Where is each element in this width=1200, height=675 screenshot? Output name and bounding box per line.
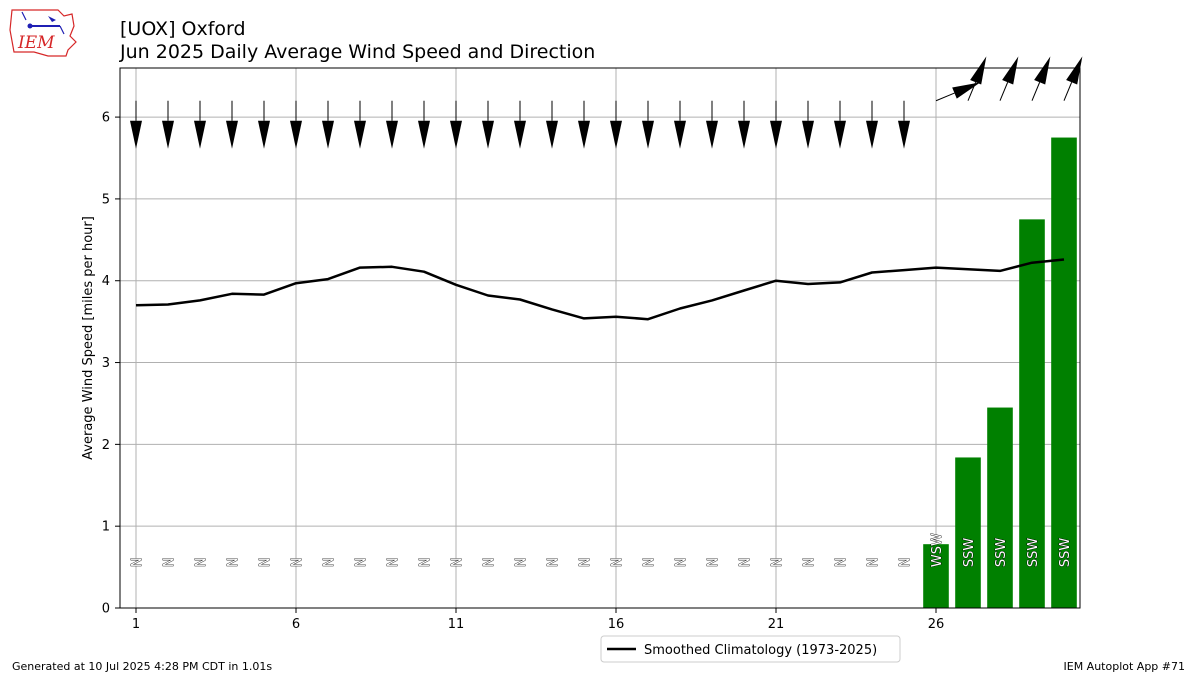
direction-label: SSW <box>994 538 1009 568</box>
direction-label: N <box>322 557 337 567</box>
x-tick-label: 11 <box>448 617 465 632</box>
speed-bar <box>955 457 981 608</box>
direction-label: N <box>802 557 817 567</box>
app-label: IEM Autoplot App #71 <box>1063 660 1186 673</box>
wind-arrow <box>1063 56 1083 101</box>
direction-label: N <box>450 557 465 567</box>
x-tick-label: 16 <box>608 617 625 632</box>
direction-label: N <box>770 557 785 567</box>
direction-label: SSW <box>962 538 977 568</box>
grid-layer <box>120 68 1080 609</box>
y-tick-label: 1 <box>102 520 110 535</box>
direction-label: N <box>834 557 849 567</box>
y-tick-label: 0 <box>102 602 110 617</box>
wind-arrow <box>866 100 878 149</box>
direction-label: N <box>866 557 881 567</box>
y-tick-label: 6 <box>102 111 110 126</box>
legend-entry: Smoothed Climatology (1973-2025) <box>644 643 877 658</box>
direction-label: N <box>610 557 625 567</box>
wind-arrow <box>898 100 910 149</box>
climatology-line <box>135 258 1065 321</box>
speed-bar <box>1051 137 1077 608</box>
wind-arrow <box>290 100 302 149</box>
x-tick-label: 1 <box>132 617 140 632</box>
wind-arrow <box>322 100 334 149</box>
wind-arrow <box>967 56 987 101</box>
direction-label: WSW <box>930 533 945 567</box>
wind-arrow <box>834 100 846 149</box>
wind-arrow <box>706 100 718 149</box>
direction-label: N <box>418 557 433 567</box>
wind-arrow <box>130 100 142 149</box>
wind-arrow <box>999 56 1019 101</box>
direction-label: N <box>738 557 753 567</box>
wind-arrow <box>386 100 398 149</box>
direction-label: N <box>578 557 593 567</box>
wind-arrow <box>194 100 206 149</box>
y-tick-label: 2 <box>102 438 110 453</box>
wind-arrow <box>642 100 654 149</box>
direction-label: N <box>898 557 913 567</box>
wind-arrow <box>802 100 814 149</box>
y-axis-label: Average Wind Speed [miles per hour] <box>81 216 96 460</box>
direction-label: N <box>514 557 529 567</box>
wind-arrow <box>546 100 558 149</box>
direction-label: N <box>162 557 177 567</box>
direction-label: N <box>546 557 561 567</box>
direction-label: N <box>482 557 497 567</box>
y-tick-label: 5 <box>102 192 110 207</box>
arrow-layer <box>130 56 1083 149</box>
wind-arrow <box>418 100 430 149</box>
direction-label: SSW <box>1026 538 1041 568</box>
wind-arrow <box>674 100 686 149</box>
svg-text:IEM: IEM <box>17 33 55 53</box>
iem-logo-icon: IEM <box>9 9 77 57</box>
chart-title: [UOX] Oxford <box>120 18 246 40</box>
wind-arrow <box>578 100 590 149</box>
direction-label-layer: N N N N N N N N N N N N N N N N N N N N N N N N N WSW SSW SSW SSW SSW <box>130 533 1074 568</box>
climo-layer <box>135 258 1065 321</box>
direction-label: N <box>706 557 721 567</box>
direction-label: N <box>226 557 241 567</box>
x-tick-label: 21 <box>768 617 785 632</box>
wind-arrow <box>935 82 981 102</box>
legend: Smoothed Climatology (1973-2025) <box>600 635 901 663</box>
chart-subtitle: Jun 2025 Daily Average Wind Speed and Di… <box>120 41 596 63</box>
wind-arrow <box>226 100 238 149</box>
direction-label: SSW <box>1058 538 1073 568</box>
wind-arrow <box>258 100 270 149</box>
wind-arrow <box>354 100 366 149</box>
bar-layer <box>923 137 1077 608</box>
speed-bar <box>1019 219 1045 608</box>
speed-bar <box>923 544 949 608</box>
x-tick-label: 6 <box>292 617 300 632</box>
wind-arrow <box>482 100 494 149</box>
plot-frame <box>119 67 1081 609</box>
direction-label: N <box>130 557 145 567</box>
wind-arrow <box>162 100 174 149</box>
wind-arrow <box>1031 56 1051 101</box>
direction-label: N <box>642 557 657 567</box>
direction-label: N <box>290 557 305 567</box>
direction-label: N <box>674 557 689 567</box>
legend-box <box>600 635 901 663</box>
generated-timestamp: Generated at 10 Jul 2025 4:28 PM CDT in … <box>12 660 273 673</box>
direction-label: N <box>386 557 401 567</box>
direction-label: N <box>194 557 209 567</box>
wind-arrow <box>770 100 782 149</box>
wind-arrow <box>738 100 750 149</box>
wind-arrow <box>610 100 622 149</box>
wind-arrow <box>514 100 526 149</box>
direction-label: N <box>354 557 369 567</box>
x-tick-label: 26 <box>928 617 945 632</box>
y-tick-label: 3 <box>102 356 110 371</box>
direction-label: N <box>258 557 273 567</box>
y-tick-label: 4 <box>102 274 110 289</box>
wind-arrow <box>450 100 462 149</box>
speed-bar <box>987 407 1013 608</box>
